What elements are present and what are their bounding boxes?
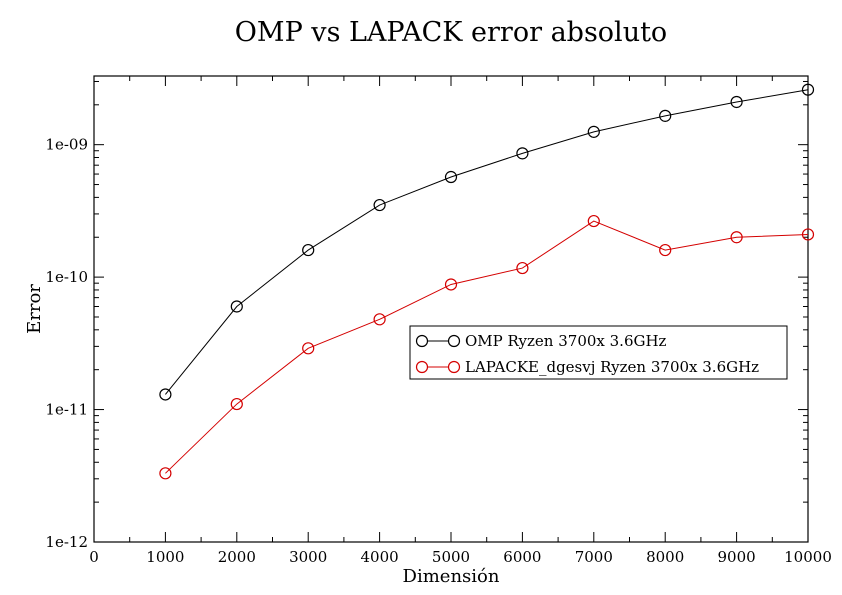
data-point <box>801 228 815 241</box>
y-tick-label: 1e-12 <box>45 533 88 551</box>
data-point <box>230 300 243 313</box>
x-tick-label: 2000 <box>218 548 256 566</box>
series-line-1 <box>165 220 809 474</box>
data-point <box>587 214 600 228</box>
x-tick-label: 10000 <box>784 548 832 566</box>
series-line-0 <box>165 89 809 395</box>
data-point <box>444 170 458 184</box>
plot-frame <box>93 75 809 543</box>
x-tick-label: 0 <box>89 548 99 566</box>
x-tick-label: 3000 <box>289 548 327 566</box>
x-tick-label: 7000 <box>575 548 613 566</box>
y-tick-label: 1e-10 <box>45 268 88 286</box>
legend-label: OMP Ryzen 3700x 3.6GHz <box>465 332 667 350</box>
data-point <box>159 388 172 401</box>
legend: OMP Ryzen 3700x 3.6GHz LAPACKE_dgesvj Ryz… <box>409 325 788 380</box>
data-point <box>302 243 315 257</box>
legend-marker <box>447 360 461 374</box>
x-tick-label: 4000 <box>361 548 399 566</box>
legend-label: LAPACKE_dgesvj Ryzen 3700x 3.6GHz <box>465 358 759 376</box>
series-layer <box>159 83 815 480</box>
data-point <box>230 397 243 411</box>
legend-marker <box>415 334 429 348</box>
data-point <box>516 261 529 275</box>
axis-ticks: 0 1000 2000 3000 4000 5000 6000 7000 8000 9000 100… <box>45 76 832 566</box>
data-point <box>444 278 458 291</box>
data-point <box>801 83 815 96</box>
legend-marker <box>447 334 461 348</box>
data-point <box>730 95 743 109</box>
x-tick-label: 5000 <box>432 548 470 566</box>
data-point <box>659 243 672 257</box>
chart-title: OMP vs LAPACK error absoluto <box>235 17 667 48</box>
data-point <box>587 125 600 138</box>
data-point <box>159 467 172 480</box>
x-tick-label: 8000 <box>646 548 684 566</box>
data-point <box>302 342 315 355</box>
y-tick-label: 1e-09 <box>45 136 88 154</box>
x-tick-label: 1000 <box>146 548 184 566</box>
legend-box <box>409 325 788 380</box>
data-point <box>373 313 386 326</box>
y-tick-label: 1e-11 <box>45 401 88 419</box>
data-point <box>730 231 743 244</box>
data-point <box>516 147 529 160</box>
legend-marker <box>415 360 429 374</box>
data-point <box>659 109 672 122</box>
x-axis-label: Dimensión <box>403 566 500 587</box>
data-point <box>373 198 386 212</box>
y-axis-label: Error <box>24 284 45 334</box>
x-tick-label: 6000 <box>503 548 541 566</box>
x-tick-label: 9000 <box>718 548 756 566</box>
